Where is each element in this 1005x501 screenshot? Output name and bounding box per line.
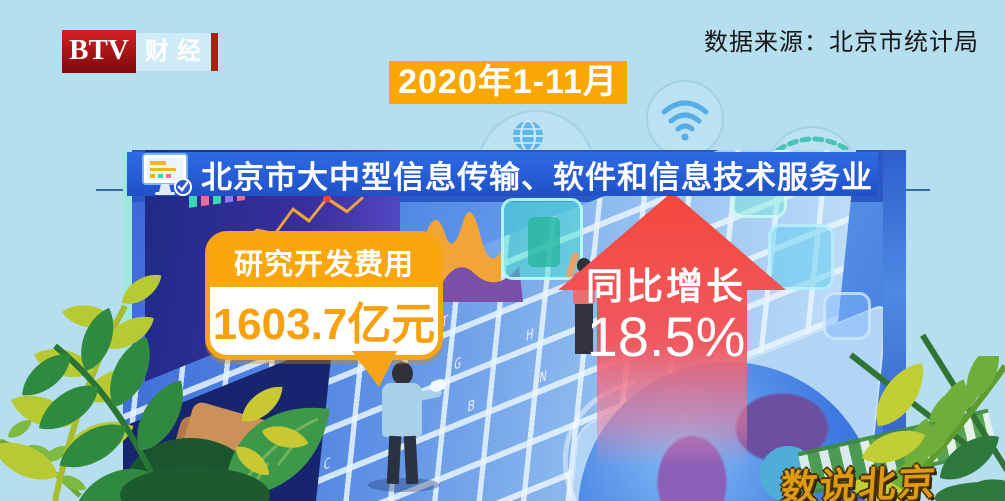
data-source-note: 数据来源：北京市统计局 [704, 29, 979, 56]
dark-bush-left [120, 467, 270, 501]
panel-left-edge [123, 150, 132, 380]
right-green-fern [872, 356, 1005, 501]
btv-channel-logo: BTV 财经 [62, 30, 218, 73]
monitor-check-icon [142, 153, 192, 196]
growth-label: 同比增长 [586, 266, 746, 307]
stat-speech-bubble: 研究开发费用 1603.7亿元 [205, 231, 443, 387]
period-banner: 2020年1-11月 [389, 61, 627, 104]
right-connector-line [906, 189, 930, 191]
wifi-icon [661, 100, 709, 141]
headline-bar: 北京市大中型信息传输、软件和信息技术服务业 [127, 152, 878, 196]
globe-icon [513, 120, 543, 152]
headline-text: 北京市大中型信息传输、软件和信息技术服务业 [201, 159, 873, 195]
growth-arrow: 同比增长 18.5% [540, 192, 792, 470]
btv-subchannel-text: 财经 [145, 37, 209, 65]
teal-glass-cube [768, 224, 834, 290]
left-plants [0, 267, 330, 501]
growth-value: 18.5% [586, 305, 746, 368]
up-arrow-icon [558, 192, 786, 468]
wifi-outline-circle [646, 80, 724, 158]
btv-subchannel-box: 财经 [136, 32, 218, 71]
right-dark-leaves [931, 424, 1005, 501]
program-watermark: 数说北京 [779, 462, 939, 501]
right-plants [846, 356, 1005, 501]
stat-bubble-value: 1603.7亿元 [212, 300, 436, 349]
btv-logo-text: BTV [62, 30, 136, 73]
dashed-arc-icon [775, 136, 851, 153]
speech-bubble-tail [352, 351, 397, 387]
left-connector-line [96, 189, 123, 191]
blue-glass-cube [823, 292, 871, 340]
btv-red-bar [211, 32, 218, 71]
stat-bubble-label: 研究开发费用 [210, 236, 438, 287]
mini-line-chart [235, 194, 364, 245]
main-person-figure [368, 362, 448, 492]
